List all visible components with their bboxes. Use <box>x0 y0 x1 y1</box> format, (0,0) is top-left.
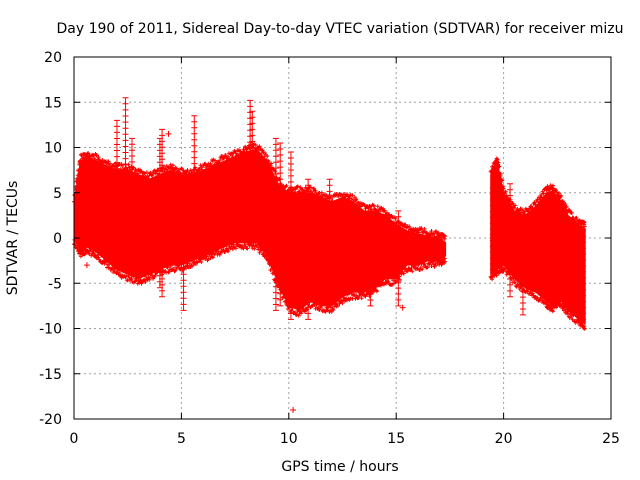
y-tick-label: -20 <box>39 412 62 428</box>
data-spike <box>507 183 514 298</box>
spike-markers <box>156 137 163 289</box>
x-tick-label: 5 <box>177 431 186 447</box>
data-spike <box>326 178 333 302</box>
ticks: 0 5 10 15 20 25 20 15 10 5 0 -5 -10 -15 -20 <box>39 50 620 447</box>
data-point <box>83 262 90 269</box>
x-tick-label: 15 <box>387 431 405 447</box>
x-axis-label: GPS time / hours <box>281 459 398 475</box>
data-spike <box>122 97 129 257</box>
spike-markers <box>272 137 279 311</box>
spike-markers <box>122 97 129 257</box>
data-spike <box>519 219 526 316</box>
y-tick-label: -15 <box>39 367 62 383</box>
spike-markers <box>367 205 374 307</box>
data-spike <box>159 128 166 298</box>
data-point <box>165 130 172 137</box>
y-tick-label: 20 <box>44 50 62 66</box>
data-spike <box>128 137 135 239</box>
data-spike <box>113 119 120 248</box>
y-axis-label: SDTVAR / TECUs <box>5 181 21 296</box>
x-tick-label: 10 <box>280 431 298 447</box>
chart-title: Day 190 of 2011, Sidereal Day-to-day VTE… <box>57 21 624 37</box>
y-tick-label: 10 <box>44 141 62 157</box>
spike-markers <box>580 223 587 320</box>
spike-markers <box>191 115 198 266</box>
data-spike <box>191 115 198 266</box>
x-tick-label: 20 <box>495 431 513 447</box>
y-tick-label: 5 <box>53 186 62 202</box>
spike-markers <box>159 128 166 298</box>
x-tick-label: 0 <box>70 431 79 447</box>
spike-markers <box>507 183 514 298</box>
data-layer <box>72 97 587 413</box>
data-spike <box>249 110 256 239</box>
data-spike <box>395 210 402 307</box>
data-point <box>290 406 297 413</box>
spike-markers <box>249 110 256 239</box>
spike-markers <box>277 142 284 307</box>
data-spike <box>305 178 312 320</box>
spike-markers <box>128 137 135 239</box>
spike-markers <box>326 178 333 302</box>
x-tick-label: 25 <box>602 431 620 447</box>
data-spike <box>277 142 284 307</box>
spike-markers <box>305 178 312 320</box>
spike-markers <box>287 151 294 320</box>
data-spike <box>580 223 587 320</box>
data-spike <box>489 187 496 271</box>
data-spike <box>180 183 187 311</box>
spike-markers <box>113 119 120 248</box>
data-point <box>399 304 406 311</box>
spike-markers <box>519 219 526 316</box>
y-tick-label: -10 <box>39 322 62 338</box>
y-tick-label: 15 <box>44 95 62 111</box>
spike-markers <box>489 187 496 271</box>
y-tick-label: 0 <box>53 231 62 247</box>
data-spike <box>272 137 279 311</box>
spike-markers <box>395 210 402 307</box>
spike-markers <box>180 183 187 311</box>
data-band-edge-markers <box>488 156 587 331</box>
data-spike <box>287 151 294 320</box>
y-tick-label: -5 <box>48 276 62 292</box>
data-spike <box>367 205 374 307</box>
